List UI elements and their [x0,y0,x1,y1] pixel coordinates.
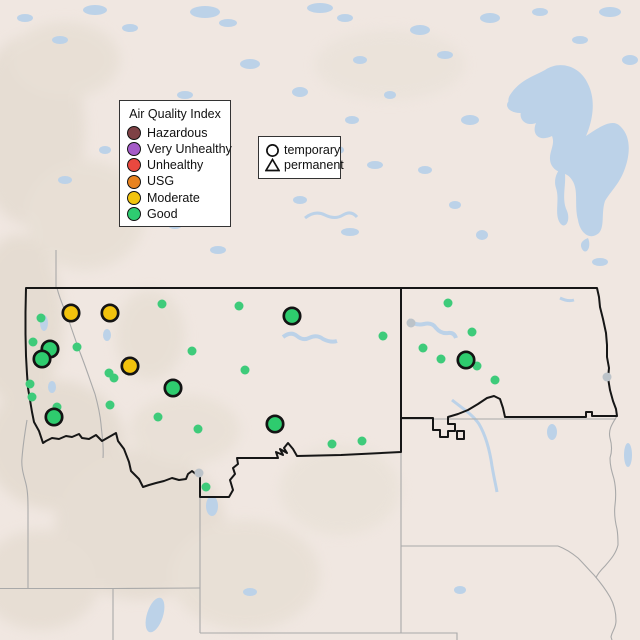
aqi-swatch-icon [127,207,141,222]
station-moderate-permanent[interactable] [100,303,120,323]
state-borders-black [24,287,618,498]
station-good-temporary[interactable] [378,331,388,341]
tribal-area-outline [456,430,465,440]
station-good-temporary[interactable] [153,412,163,422]
north-dakota-outline [400,287,618,438]
station-good-temporary[interactable] [490,375,500,385]
aqi-swatch-icon [127,158,141,173]
aqi-legend-item: Hazardous [127,125,223,141]
station-inactive[interactable] [406,318,416,328]
station-good-permanent[interactable] [32,349,52,369]
station-type-legend-items: temporary permanent [265,142,344,174]
wyoming-south-border [200,632,458,640]
aqi-swatch-icon [127,190,141,205]
aqi-swatch-icon [127,174,141,189]
station-type-legend: temporary permanent [258,136,344,179]
aqi-legend-label: USG [147,174,175,189]
large-lake [508,65,629,237]
permanent-triangle-icon [265,157,280,172]
station-good-temporary[interactable] [25,379,35,389]
station-good-temporary[interactable] [105,400,115,410]
station-good-temporary[interactable] [193,424,203,434]
aqi-legend-title: Air Quality Index [129,107,221,121]
station-good-temporary[interactable] [187,346,197,356]
station-good-temporary[interactable] [234,301,244,311]
aqi-legend-label: Very Unhealthy [147,142,232,157]
aqi-legend-label: Good [147,206,178,221]
fort-peck-reservoir [281,331,338,344]
station-good-temporary[interactable] [443,298,453,308]
station-good-temporary[interactable] [436,354,446,364]
aqi-legend-items: Hazardous Very Unhealthy Unhealthy USG Moder… [127,125,232,222]
station-good-temporary[interactable] [28,337,38,347]
station-moderate-permanent[interactable] [120,356,140,376]
station-good-temporary[interactable] [109,373,119,383]
montana-outline [24,287,402,498]
aqi-swatch-icon [127,142,141,157]
oregon-idaho-border [21,419,29,589]
station-good-temporary[interactable] [240,365,250,375]
aqi-legend-item: Good [127,206,223,222]
lake-sakakawea [406,318,458,339]
idaho-south-border [0,587,201,590]
station-good-permanent[interactable] [44,407,64,427]
station-good-permanent[interactable] [163,378,183,398]
stations-layer [25,298,612,492]
aqi-legend-label: Moderate [147,190,200,205]
missouri-river-border [557,545,617,640]
station-inactive[interactable] [602,372,612,382]
sd-minnesota-border [595,415,619,579]
station-good-temporary[interactable] [27,392,37,402]
station-good-temporary[interactable] [36,313,46,323]
station-good-temporary[interactable] [418,343,428,353]
station-good-temporary[interactable] [72,342,82,352]
station-good-temporary[interactable] [157,299,167,309]
aqi-legend-label: Unhealthy [147,158,204,173]
station-good-permanent[interactable] [456,350,476,370]
station-good-permanent[interactable] [265,414,285,434]
aqi-legend-item: Unhealthy [127,157,223,173]
station-good-temporary[interactable] [201,482,211,492]
station-good-temporary[interactable] [467,327,477,337]
aqi-legend-item: Very Unhealthy [127,141,232,157]
station-type-label: permanent [284,158,344,172]
station-type-item: temporary [265,142,340,158]
aqi-legend-item: Moderate [127,190,223,206]
station-inactive[interactable] [194,468,204,478]
station-good-permanent[interactable] [282,306,302,326]
station-good-temporary[interactable] [327,439,337,449]
station-good-temporary[interactable] [357,436,367,446]
aqi-legend-label: Hazardous [147,125,208,140]
aqi-legend: Air Quality Index Hazardous Very Unhealth… [119,100,232,228]
aqi-swatch-icon [127,126,141,141]
temporary-circle-icon [266,144,279,158]
aqi-legend-item: USG [127,174,223,190]
station-type-item: permanent [265,157,344,174]
station-type-label: temporary [284,142,341,157]
station-moderate-permanent[interactable] [61,303,81,323]
